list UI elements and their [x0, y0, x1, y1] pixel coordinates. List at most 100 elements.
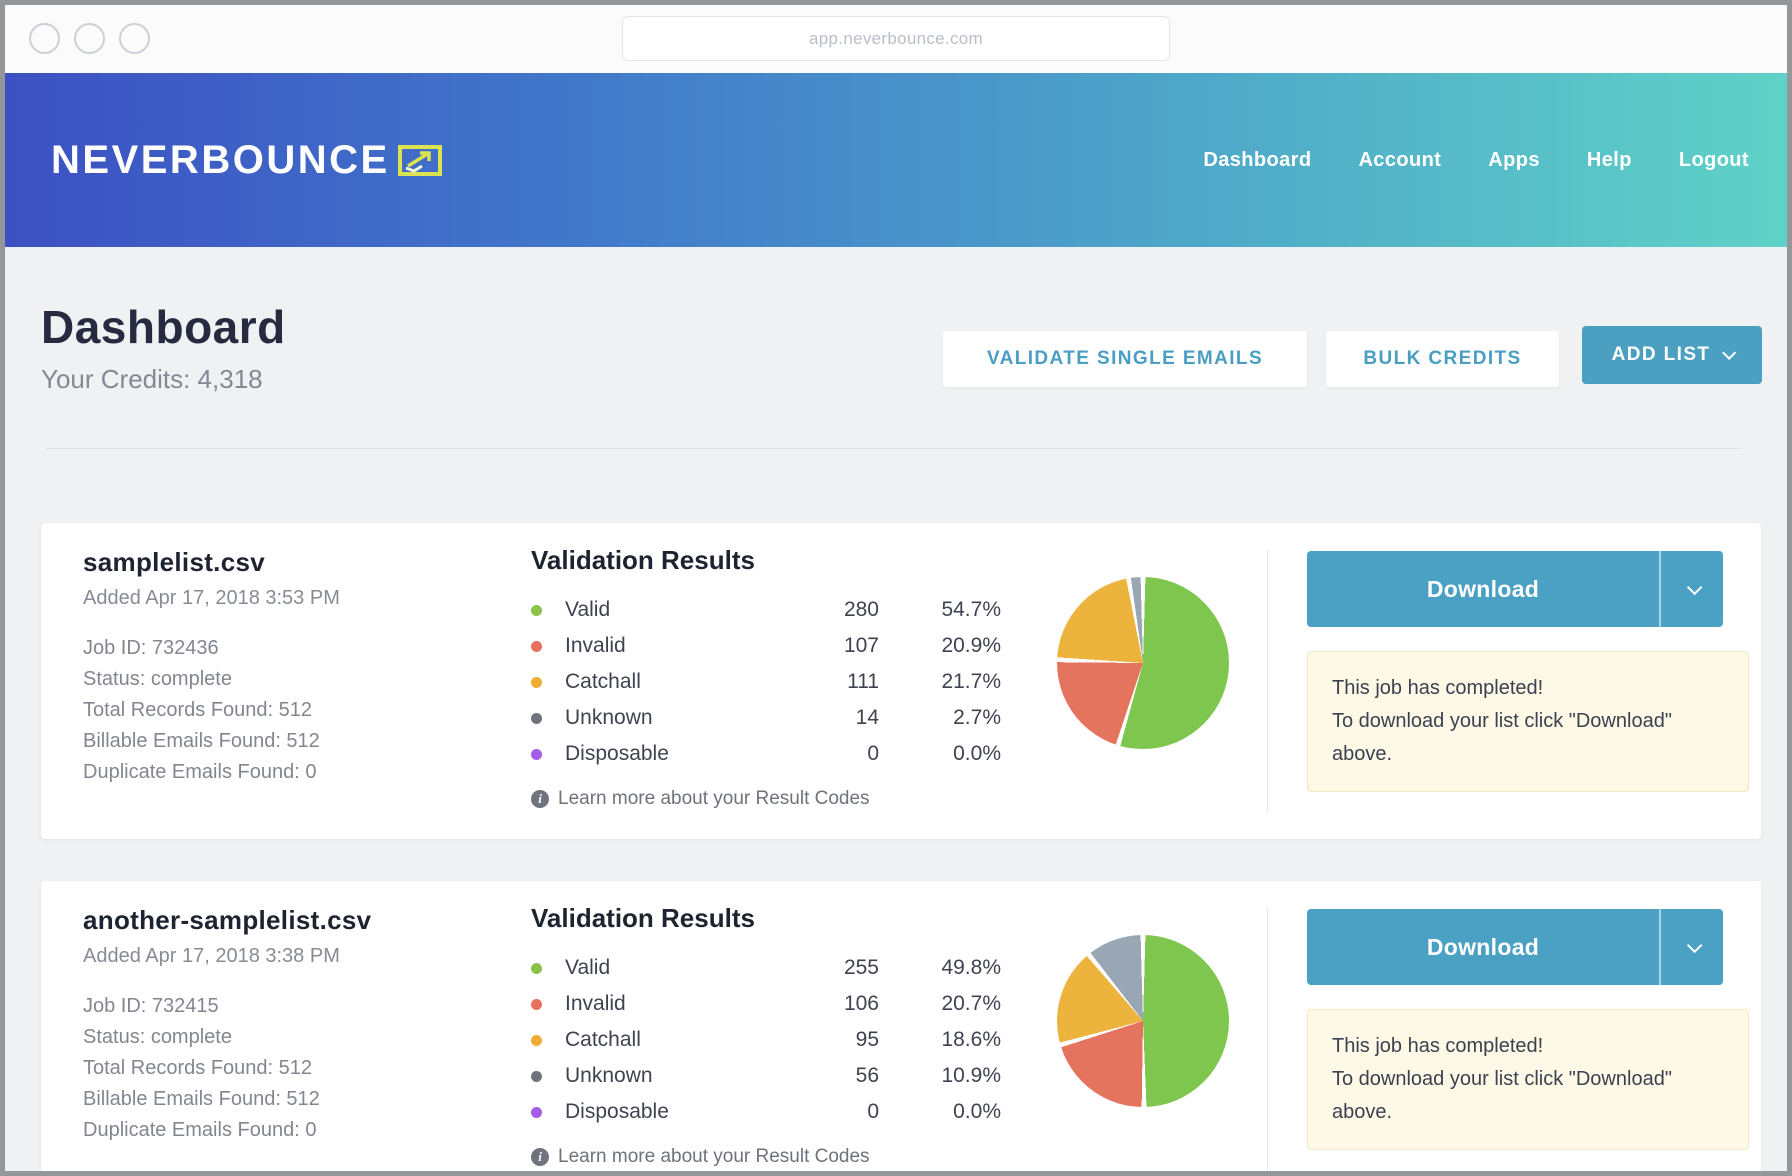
job-duplicate-emails: Duplicate Emails Found: 0: [83, 761, 317, 783]
unknown-dot-icon: [531, 712, 542, 724]
notice-line: This job has completed!: [1332, 1035, 1544, 1057]
chevron-down-icon: [1722, 345, 1737, 360]
result-percent: 20.7%: [941, 992, 1001, 1015]
vertical-divider: [1267, 907, 1268, 1171]
job-card-samplelist: samplelist.csv Added Apr 17, 2018 3:53 P…: [41, 523, 1761, 839]
result-count: 255: [843, 956, 879, 979]
invalid-dot-icon: [531, 640, 542, 652]
disposable-dot-icon: [531, 748, 542, 760]
result-count: 107: [843, 634, 879, 657]
result-row-disposable: Disposable 0 0.0%: [531, 736, 1001, 772]
catchall-dot-icon: [531, 676, 542, 688]
job-id: Job ID: 732436: [83, 637, 219, 659]
validation-results-title: Validation Results: [531, 903, 755, 933]
result-count: 280: [843, 598, 879, 621]
chevron-down-icon: [1686, 937, 1702, 953]
bulk-credits-button[interactable]: BULK CREDITS: [1326, 331, 1559, 387]
result-count: 111: [847, 670, 879, 693]
job-total-records: Total Records Found: 512: [83, 1057, 313, 1079]
job-total-records: Total Records Found: 512: [83, 699, 313, 721]
result-label: Catchall: [565, 1028, 641, 1051]
result-row-unknown: Unknown 56 10.9%: [531, 1058, 1001, 1094]
nav-account[interactable]: Account: [1358, 148, 1442, 171]
valid-dot-icon: [531, 604, 542, 616]
nav-help[interactable]: Help: [1586, 148, 1632, 171]
result-label: Disposable: [565, 742, 669, 765]
credits-count: Your Credits: 4,318: [41, 364, 263, 394]
notice-line: To download your list click "Download" a…: [1332, 1068, 1672, 1123]
window-close-button[interactable]: [29, 23, 60, 54]
logo-text: NEVERBOUNCE: [51, 137, 390, 182]
result-row-invalid: Invalid 106 20.7%: [531, 986, 1001, 1022]
result-percent: 0.0%: [953, 1100, 1001, 1123]
job-status: Status: complete: [83, 668, 232, 690]
result-percent: 0.0%: [953, 742, 1001, 765]
job-duplicate-emails: Duplicate Emails Found: 0: [83, 1119, 317, 1141]
page-head: Dashboard Your Credits: 4,318: [41, 300, 286, 395]
validation-results-column: Validation Results Valid 280 54.7% Inval…: [531, 545, 1001, 810]
learn-more-link[interactable]: i Learn more about your Result Codes: [531, 788, 1001, 810]
result-label: Invalid: [565, 634, 626, 657]
section-divider: [45, 448, 1743, 449]
result-label: Invalid: [565, 992, 626, 1015]
result-count: 106: [843, 992, 879, 1015]
result-percent: 10.9%: [941, 1064, 1001, 1087]
download-button[interactable]: Download: [1307, 909, 1723, 985]
job-complete-notice: This job has completed! To download your…: [1307, 1009, 1749, 1150]
catchall-dot-icon: [531, 1034, 542, 1046]
result-percent: 18.6%: [941, 1028, 1001, 1051]
download-label: Download: [1426, 933, 1540, 960]
learn-more-link[interactable]: i Learn more about your Result Codes: [531, 1146, 1001, 1168]
window-controls: [29, 23, 150, 54]
validation-results-title: Validation Results: [531, 545, 755, 575]
job-info-column: another-samplelist.csv Added Apr 17, 201…: [83, 905, 513, 1146]
job-billable-emails: Billable Emails Found: 512: [83, 730, 320, 752]
job-filename[interactable]: another-samplelist.csv: [83, 905, 372, 935]
unknown-dot-icon: [531, 1070, 542, 1082]
address-bar[interactable]: app.neverbounce.com: [622, 16, 1170, 61]
neverbounce-logo[interactable]: NEVERBOUNCE: [51, 138, 444, 183]
learn-more-label: Learn more about your Result Codes: [558, 788, 870, 809]
app-header: NEVERBOUNCE Dashboard Account Apps Help …: [5, 73, 1787, 247]
window-minimize-button[interactable]: [74, 23, 105, 54]
validate-single-emails-button[interactable]: VALIDATE SINGLE EMAILS: [943, 331, 1307, 387]
result-percent: 2.7%: [953, 706, 1001, 729]
nav-dashboard[interactable]: Dashboard: [1203, 148, 1312, 171]
add-list-label: ADD LIST: [1611, 344, 1711, 365]
nav-apps[interactable]: Apps: [1488, 148, 1540, 171]
info-icon: i: [531, 1148, 549, 1166]
download-options-toggle[interactable]: [1661, 551, 1723, 627]
result-percent: 21.7%: [941, 670, 1001, 693]
nav-logout[interactable]: Logout: [1678, 148, 1749, 171]
result-count: 14: [855, 706, 879, 729]
add-list-button[interactable]: ADD LIST: [1582, 326, 1762, 384]
window-maximize-button[interactable]: [119, 23, 150, 54]
result-row-catchall: Catchall 95 18.6%: [531, 1022, 1001, 1058]
result-count: 0: [867, 1100, 879, 1123]
job-filename[interactable]: samplelist.csv: [83, 547, 265, 577]
download-button[interactable]: Download: [1307, 551, 1723, 627]
page-title: Dashboard: [41, 301, 286, 353]
learn-more-label: Learn more about your Result Codes: [558, 1146, 870, 1167]
result-label: Unknown: [565, 706, 653, 729]
job-details: Job ID: 732436 Status: complete Total Re…: [83, 633, 513, 788]
download-options-toggle[interactable]: [1661, 909, 1723, 985]
vertical-divider: [1267, 549, 1268, 813]
valid-dot-icon: [531, 962, 542, 974]
validation-pie-chart: [1057, 577, 1229, 749]
job-added-date: Added Apr 17, 2018 3:38 PM: [83, 945, 340, 967]
notice-line: This job has completed!: [1332, 677, 1544, 699]
chevron-down-icon: [1686, 579, 1702, 595]
job-complete-notice: This job has completed! To download your…: [1307, 651, 1749, 792]
result-row-disposable: Disposable 0 0.0%: [531, 1094, 1001, 1130]
result-row-valid: Valid 255 49.8%: [531, 950, 1001, 986]
job-details: Job ID: 732415 Status: complete Total Re…: [83, 991, 513, 1146]
result-row-unknown: Unknown 14 2.7%: [531, 700, 1001, 736]
main-nav: Dashboard Account Apps Help Logout: [1203, 149, 1749, 172]
job-added-date: Added Apr 17, 2018 3:53 PM: [83, 587, 340, 609]
result-percent: 20.9%: [941, 634, 1001, 657]
validation-pie-chart: [1057, 935, 1229, 1107]
result-label: Disposable: [565, 1100, 669, 1123]
result-row-invalid: Invalid 107 20.9%: [531, 628, 1001, 664]
